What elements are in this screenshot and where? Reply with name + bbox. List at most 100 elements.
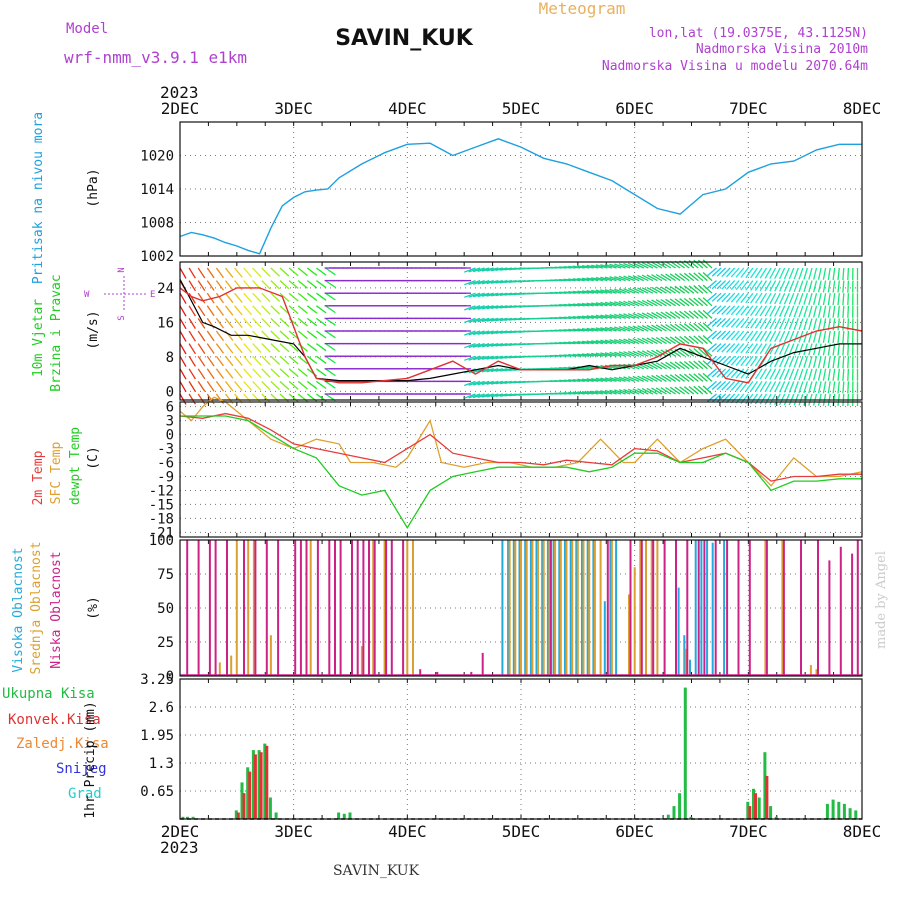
wind-arrow xyxy=(793,330,799,343)
wind-arrow xyxy=(726,267,736,278)
wind-arrow xyxy=(798,267,804,280)
precip-total-bar xyxy=(842,803,846,819)
wind-arrow xyxy=(595,390,608,395)
wind-arrow xyxy=(837,381,840,394)
wind-arrow xyxy=(224,267,234,278)
precip-ytick-label: 1.95 xyxy=(140,728,174,744)
wind-arrow xyxy=(215,267,225,279)
wind-arrow xyxy=(618,326,631,332)
wind-arrow xyxy=(716,330,727,340)
wind-arrow xyxy=(637,300,649,307)
wind-arrow xyxy=(817,267,822,280)
precip-total-bar xyxy=(246,767,250,819)
wind-arrow xyxy=(595,327,608,332)
low-cloud-bar xyxy=(214,540,217,676)
mid-cloud-bar xyxy=(559,540,562,676)
wind-arrow xyxy=(798,305,804,318)
wind-arrow xyxy=(693,348,704,357)
wind-arrow xyxy=(609,389,622,395)
wind-arrow xyxy=(754,292,763,304)
wind-arrow xyxy=(716,292,727,302)
wind-arrow xyxy=(651,311,663,319)
wind-arrow xyxy=(568,303,581,307)
wind-arrow xyxy=(197,330,206,342)
wind-arrow xyxy=(651,286,663,294)
wind-arrow xyxy=(206,343,215,354)
wind-arrow xyxy=(745,280,754,291)
pressure-unit: (hPa) xyxy=(86,168,101,207)
wind-arrow xyxy=(481,305,494,310)
wind-arrow xyxy=(730,330,740,341)
wind-arrow xyxy=(808,280,813,293)
wind-arrow xyxy=(481,267,494,272)
wind-arrow xyxy=(618,288,631,294)
wind-arrow xyxy=(716,267,727,277)
wind-arrow xyxy=(788,368,795,381)
wind-arrow xyxy=(197,368,206,380)
wind-arrow xyxy=(188,368,196,380)
wind-arrow xyxy=(481,330,494,335)
wind-arrow xyxy=(827,381,831,394)
wind-arrow xyxy=(646,350,658,357)
wind-arrow xyxy=(726,368,736,379)
wind-arrow xyxy=(769,343,777,355)
cloud-ylabel-mid: Srednja Oblacnost xyxy=(29,541,44,674)
wind-arrow xyxy=(702,309,713,319)
wind-arrow xyxy=(563,354,576,357)
wind-arrow xyxy=(279,355,290,365)
wind-arrow xyxy=(759,381,768,392)
wind-arrow xyxy=(490,267,503,272)
wind-arrow xyxy=(745,292,754,304)
temp-ylabel-dewpt: dewpt Temp xyxy=(68,427,83,505)
wind-arrow xyxy=(750,280,758,291)
wind-arrow xyxy=(669,386,681,395)
temp-ytick-label: 0 xyxy=(166,428,174,444)
wind-arrow xyxy=(735,317,745,329)
wind-arrow xyxy=(847,293,850,306)
wind-arrow xyxy=(697,272,708,282)
mid-cloud-bar xyxy=(548,540,551,676)
wind-arrow xyxy=(632,287,645,294)
wind-arrow xyxy=(270,280,281,290)
wind-arrow xyxy=(325,355,336,364)
wind-arrow xyxy=(464,380,476,387)
wind-arrow xyxy=(798,318,804,331)
wind-arrow xyxy=(623,376,635,383)
wind-arrow xyxy=(716,280,727,290)
wind-arrow xyxy=(179,343,187,355)
wind-arrow xyxy=(224,318,234,329)
wind-arrow xyxy=(270,393,281,403)
high-cloud-bar xyxy=(689,659,691,676)
wind-arrow xyxy=(788,355,795,368)
wind-arrow xyxy=(609,339,622,345)
wind-arrow xyxy=(779,318,786,330)
wind-arrow xyxy=(706,305,717,315)
high-cloud-bar xyxy=(558,540,561,676)
low-cloud-bar xyxy=(351,540,353,676)
wind-arrow xyxy=(252,368,262,379)
wind-arrow xyxy=(641,325,654,332)
wind-arrow xyxy=(660,361,672,370)
wind-arrow xyxy=(486,355,499,360)
low-cloud-bar xyxy=(748,540,751,676)
wind-arrow xyxy=(306,305,318,314)
wind-arrow xyxy=(740,368,749,379)
wind-arrow xyxy=(252,267,262,278)
wind-arrow xyxy=(697,284,708,294)
wind-arrow xyxy=(279,305,290,315)
wind-arrow xyxy=(224,343,234,354)
wind-arrow xyxy=(726,355,736,366)
wind-arrow xyxy=(632,388,645,395)
wind-arrow xyxy=(847,381,850,394)
high-cloud-bar xyxy=(569,540,572,676)
wind-arrow xyxy=(495,342,508,347)
wind-arrow xyxy=(740,267,749,278)
wind-arrow xyxy=(679,361,690,370)
cloud-ytick-label: 75 xyxy=(157,567,174,583)
wind-arrow xyxy=(693,385,704,395)
bottom-time-tick-label: 6DEC xyxy=(615,822,654,841)
wind-arrow xyxy=(740,355,749,367)
wind-arrow xyxy=(721,305,731,315)
wind-arrow xyxy=(586,277,599,282)
low-cloud-bar xyxy=(390,540,393,676)
